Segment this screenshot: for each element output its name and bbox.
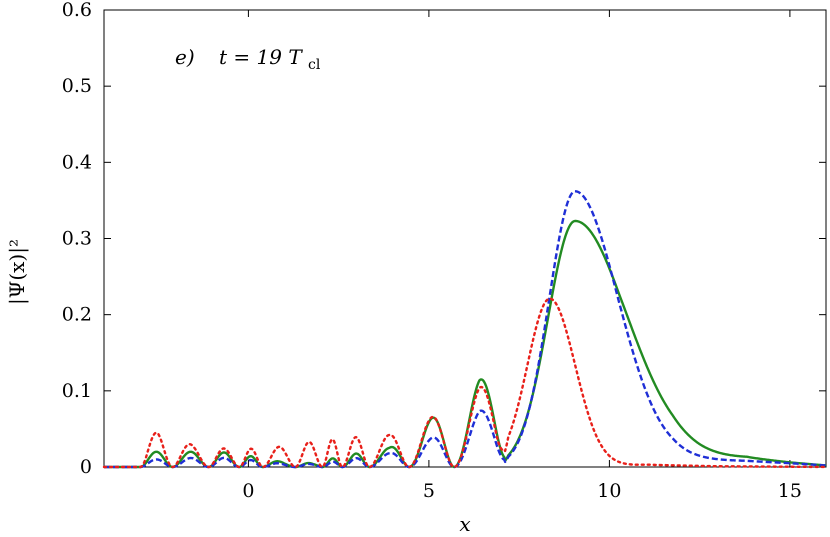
y-tick-label: 0.4 [62,151,92,173]
x-tick-label: 15 [778,480,802,502]
y-tick-label: 0.1 [62,380,92,402]
y-tick-label: 0 [80,456,92,478]
plot-frame [103,9,827,468]
x-tick-label: 0 [242,480,254,502]
y-tick-label: 0.6 [62,0,92,21]
x-axis-label: x [459,512,470,536]
plot-border [103,9,827,468]
x-tick-label: 10 [597,480,621,502]
y-tick-label: 0.3 [62,228,92,250]
y-tick-label: 0.5 [62,75,92,97]
series-line-0 [103,219,827,469]
x-tick-label: 5 [423,480,435,502]
series-line-1 [103,190,827,469]
y-tick-label: 0.2 [62,304,92,326]
series-layer [102,190,828,469]
x-axis: 0 5 10 15 [242,10,802,502]
y-axis: 0 0.1 0.2 0.3 0.4 0.5 0.6 [62,0,826,478]
series-line-2 [102,297,828,469]
y-axis-label: |Ψ(x)|² [5,239,30,305]
annotation-subscript: cl [308,57,321,73]
annotation: e) t = 19 T cl [175,45,321,73]
annotation-label: e) [175,45,195,69]
annotation-text: t = 19 T [219,45,303,69]
